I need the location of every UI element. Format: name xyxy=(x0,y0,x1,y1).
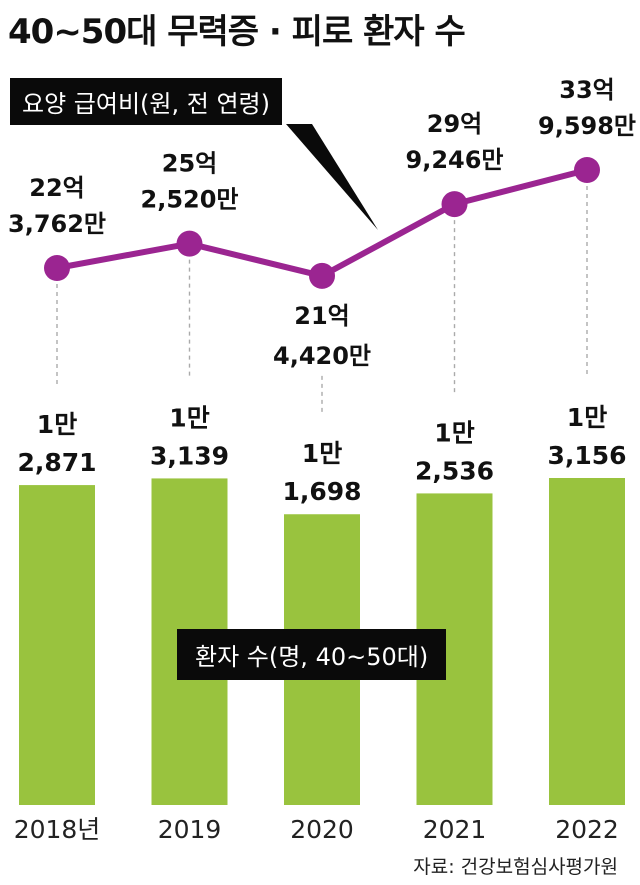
guide-lines xyxy=(56,186,588,415)
data-labels: 1만 2,871 22억 3,762만 1만 3,139 25억 2,520만 1만 1,698 2… xyxy=(8,76,636,506)
series-line xyxy=(56,167,588,279)
chart-title: 40~50대 무력증 · 피로 환자 수 xyxy=(8,12,466,52)
line-point xyxy=(44,255,70,281)
bar-value-label: 3,139 xyxy=(150,441,229,470)
bar-value-label: 3,156 xyxy=(547,441,626,470)
x-tick-label: 2021 xyxy=(423,815,487,844)
line-value-label: 4,420만 xyxy=(273,342,371,370)
bar-value-label: 1만 xyxy=(37,410,77,439)
bar-value-label: 1만 xyxy=(302,439,342,468)
line-value-label: 29억 xyxy=(427,110,482,138)
legend-pointer xyxy=(286,124,378,230)
bar-value-label: 2,536 xyxy=(415,456,494,485)
bar-value-label: 2,871 xyxy=(17,448,96,477)
line-series-legend: 요양 급여비(원, 전 연령) xyxy=(10,78,282,125)
line-value-label: 9,598만 xyxy=(538,112,636,140)
bar-value-label: 1,698 xyxy=(282,477,361,506)
bar-series-legend: 환자 수(명, 40~50대) xyxy=(177,629,447,680)
bar xyxy=(19,485,95,805)
bar xyxy=(549,478,625,805)
line-value-label: 33억 xyxy=(559,76,614,104)
line-point xyxy=(441,191,468,218)
x-tick-label: 2022 xyxy=(555,815,619,844)
x-tick-label: 2020 xyxy=(290,815,354,844)
bar-value-label: 1만 xyxy=(434,418,474,447)
line-point xyxy=(574,157,600,183)
line-value-label: 25억 xyxy=(162,150,217,178)
source-note: 자료: 건강보험심사평가원 xyxy=(413,856,618,878)
line-point xyxy=(309,262,335,289)
line-value-label: 9,246만 xyxy=(406,146,504,174)
x-tick-label: 2019 xyxy=(158,815,222,844)
line-value-label: 22억 xyxy=(29,174,84,202)
line-value-label: 3,762만 xyxy=(8,210,106,238)
line-series xyxy=(44,124,600,289)
x-axis: 2018년 2019 2020 2021 2022 xyxy=(14,815,619,844)
line-point xyxy=(176,230,203,257)
line-value-label: 2,520만 xyxy=(141,186,239,214)
x-tick-label: 2018년 xyxy=(14,815,101,844)
line-value-label: 21억 xyxy=(294,302,349,330)
bar-value-label: 1만 xyxy=(169,403,209,432)
bar-value-label: 1만 xyxy=(567,403,607,432)
